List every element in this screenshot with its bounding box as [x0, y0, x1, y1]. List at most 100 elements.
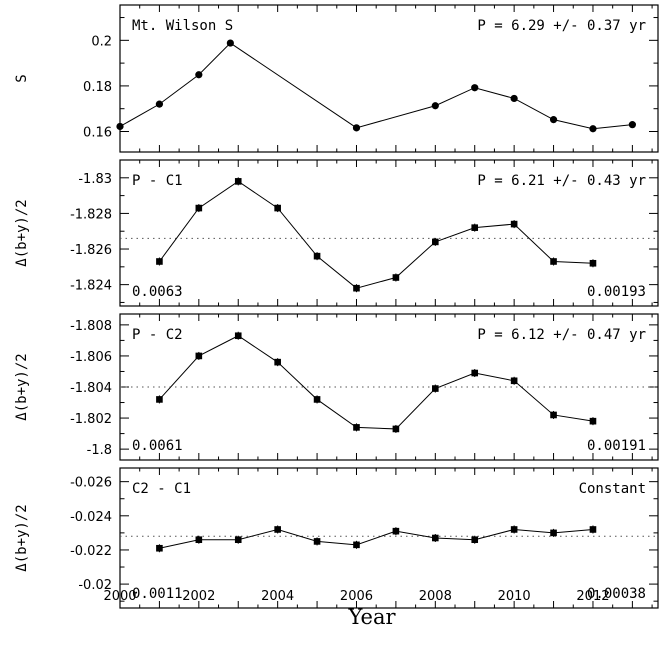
- annotation-bottom-left: 0.0011: [132, 586, 183, 602]
- x-tick-label: 2002: [182, 589, 215, 604]
- y-tick-label: -0.02: [78, 578, 112, 593]
- series-line: [119, 42, 633, 130]
- annotation-top-left: P - C2: [132, 327, 183, 343]
- data-point: [550, 411, 557, 419]
- data-point: [471, 536, 479, 544]
- data-point: [432, 238, 439, 246]
- x-tick-labels: 2000 2002 2004 2006 2008 2010 2012: [103, 589, 609, 604]
- data-point: [353, 424, 360, 431]
- data-point: [353, 541, 360, 549]
- data-point: [589, 259, 597, 267]
- data-point: [392, 274, 400, 281]
- y-tick-label: -0.022: [70, 544, 112, 559]
- x-tick-label: 2004: [261, 589, 294, 604]
- data-point: [274, 358, 281, 366]
- data-point: [510, 220, 518, 228]
- panel-2: -1.83 -1.828 -1.826 -1.824 Δ(b+y)/2 P - C1 P =…: [14, 159, 659, 307]
- data-point: [353, 284, 360, 292]
- annotation-bottom-left: 0.0063: [132, 284, 183, 300]
- data-point: [155, 100, 164, 108]
- data-point: [432, 385, 439, 392]
- panel-4: -0.026 -0.024 -0.022 -0.02 Δ(b+y)/2 C2 - C1 Co…: [14, 467, 659, 609]
- data-point: [510, 526, 518, 533]
- data-point: [510, 377, 518, 385]
- y-tick-label: -1.802: [70, 412, 112, 427]
- annotation-top-left: P - C1: [132, 173, 183, 189]
- data-point: [156, 396, 163, 403]
- data-point: [628, 121, 636, 129]
- data-point: [550, 258, 557, 265]
- y-tick-label: -1.83: [78, 172, 112, 187]
- panel-frame: [119, 4, 659, 153]
- annotation-top-right: P = 6.29 +/- 0.37 yr: [477, 18, 646, 34]
- annotation-top-left: C2 - C1: [132, 481, 191, 497]
- panel-frame: [119, 467, 659, 609]
- data-point: [116, 122, 124, 131]
- data-point: [313, 252, 321, 260]
- y-tick-label: -0.024: [70, 510, 112, 525]
- data-point: [431, 102, 439, 110]
- data-point: [195, 352, 203, 360]
- data-point: [274, 526, 281, 533]
- data-point: [313, 538, 321, 545]
- y-tick-label: -1.806: [70, 350, 112, 365]
- data-point: [392, 425, 400, 433]
- y-tick-label: -1.828: [70, 207, 112, 222]
- data-point: [156, 544, 163, 552]
- data-point: [313, 396, 321, 403]
- y-tick-label: 0.2: [91, 34, 112, 49]
- x-axis-label: Year: [347, 605, 396, 629]
- x-tick-label: 2006: [340, 589, 373, 604]
- data-point: [234, 178, 242, 185]
- annotation-top-right: P = 6.12 +/- 0.47 yr: [477, 327, 646, 343]
- data-point: [549, 116, 558, 124]
- y-tick-label: 0.16: [83, 125, 112, 140]
- x-tick-label: 2008: [419, 589, 452, 604]
- data-point: [234, 332, 242, 340]
- data-point: [234, 536, 242, 544]
- y-axis-label: Δ(b+y)/2: [14, 199, 30, 266]
- data-point: [195, 536, 203, 544]
- annotation-top-right: Constant: [579, 481, 646, 497]
- data-point: [195, 71, 203, 79]
- panels: 0.16 0.18 0.2 S Mt. Wilson S P = 6.29 +/- 0.3…: [14, 4, 659, 609]
- data-point: [471, 369, 479, 377]
- data-point: [510, 94, 518, 103]
- y-axis-label: Δ(b+y)/2: [14, 504, 30, 571]
- data-point: [392, 527, 400, 535]
- data-point: [471, 84, 479, 92]
- annotation-top-right: P = 6.21 +/- 0.43 yr: [477, 173, 646, 189]
- y-tick-label: -1.824: [70, 279, 112, 294]
- panel-3: -1.808 -1.806 -1.804 -1.802 -1.8 Δ(b+y)/2 P - …: [14, 313, 659, 461]
- y-tick-label: -0.026: [70, 476, 112, 491]
- data-point: [432, 534, 439, 542]
- annotation-top-left: Mt. Wilson S: [132, 18, 233, 34]
- y-tick-label: -1.826: [70, 243, 112, 258]
- x-tick-label: 2000: [103, 589, 136, 604]
- data-point: [471, 224, 479, 231]
- series-line: [159, 335, 594, 430]
- x-tick-label: 2012: [576, 589, 609, 604]
- data-point: [195, 204, 203, 212]
- data-point: [589, 125, 597, 133]
- annotation-bottom-left: 0.0061: [132, 438, 183, 454]
- y-tick-label: -1.808: [70, 319, 112, 334]
- data-point: [589, 417, 597, 425]
- annotation-bottom-right: 0.00191: [587, 438, 646, 454]
- y-axis-label: S: [14, 74, 30, 82]
- data-point: [352, 124, 361, 132]
- panel-1: 0.16 0.18 0.2 S Mt. Wilson S P = 6.29 +/- 0.3…: [14, 4, 659, 153]
- annotation-bottom-right: 0.00038: [587, 586, 646, 602]
- data-point: [589, 526, 597, 533]
- series-line: [159, 180, 593, 289]
- panel-frame: [119, 159, 659, 307]
- annotation-bottom-right: 0.00193: [587, 284, 646, 300]
- y-tick-label: -1.804: [70, 381, 112, 396]
- data-point: [274, 204, 281, 212]
- data-point: [550, 529, 557, 537]
- data-point: [156, 258, 163, 265]
- y-axis-label: Δ(b+y)/2: [14, 353, 30, 420]
- y-tick-label: 0.18: [83, 80, 112, 95]
- data-point: [226, 39, 234, 47]
